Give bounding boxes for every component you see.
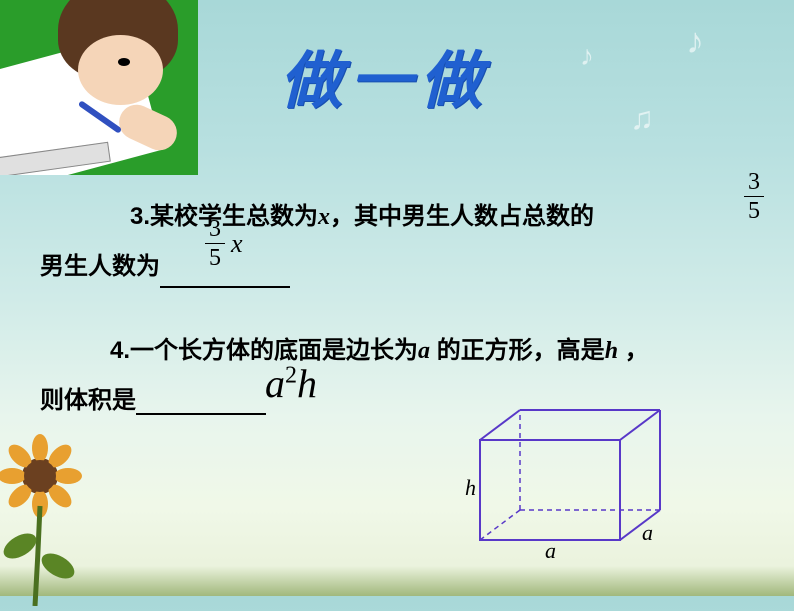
q4-line1: 4.一个长方体的底面是边长为a 的正方形，高是h ， <box>110 330 649 365</box>
q3-answer: 3 5 x <box>205 217 243 270</box>
cuboid-label-h: h <box>465 475 476 500</box>
q4-line2: 则体积是 <box>40 380 266 415</box>
q4-text2: 的正方形，高是 <box>437 337 605 364</box>
cartoon-student-writing <box>0 0 198 175</box>
cuboid-label-a2: a <box>642 520 653 545</box>
frac-num: 3 <box>744 170 764 196</box>
q3-line1: 3.某校学生总数为x，其中男生人数占总数的 <box>130 195 594 239</box>
q3-line2: 男生人数为 <box>40 245 290 288</box>
q4-number: 4. <box>110 337 130 364</box>
vol-a: a <box>265 361 285 406</box>
q4-line2-text: 则体积是 <box>40 387 136 414</box>
q4-answer: a2h <box>265 360 317 407</box>
cuboid-label-a1: a <box>545 538 556 560</box>
vol-h: h <box>297 361 317 406</box>
sunflower-decoration <box>0 426 120 606</box>
cuboid-diagram: h a a <box>460 400 680 560</box>
ans-var: x <box>231 231 243 257</box>
q3-var-x: x <box>318 204 330 230</box>
q4-var-a: a <box>418 338 430 364</box>
music-note-icon: ♪ <box>580 40 594 72</box>
slide-title: 做一做 <box>280 30 490 120</box>
ans-den: 5 <box>205 243 225 270</box>
music-note-icon: ♪ <box>686 20 704 62</box>
frac-den: 5 <box>744 196 764 223</box>
q4-blank <box>136 387 266 415</box>
q3-number: 3. <box>130 203 150 230</box>
q3-text2: ，其中男生人数占总数的 <box>330 203 594 230</box>
q3-fraction-35: 3 5 <box>744 170 764 223</box>
q4-text3: ， <box>625 337 649 364</box>
music-note-icon: ♫ <box>630 100 654 137</box>
q3-line2-text: 男生人数为 <box>40 253 160 280</box>
ans-num: 3 <box>205 217 225 243</box>
vol-exp: 2 <box>285 363 297 389</box>
q4-var-h: h <box>605 338 618 364</box>
